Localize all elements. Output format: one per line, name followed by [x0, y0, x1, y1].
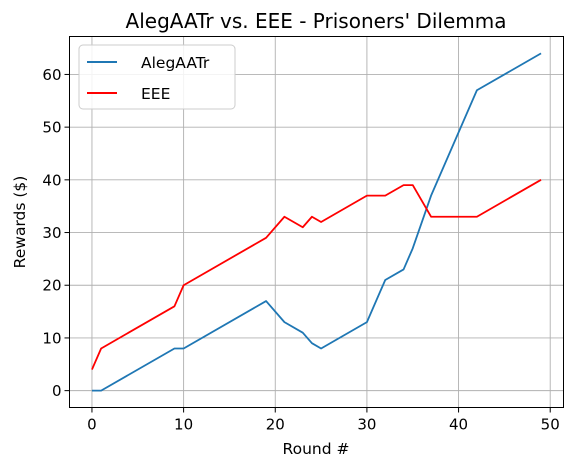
legend-label-alegaatr: AlegAATr	[141, 54, 210, 72]
x-tick-label: 50	[541, 416, 560, 434]
legend-label-eee: EEE	[141, 85, 170, 103]
y-tick-label: 0	[52, 382, 62, 400]
y-tick-label: 20	[42, 277, 61, 295]
x-tick-label: 40	[449, 416, 468, 434]
y-tick-label: 30	[42, 224, 61, 242]
y-tick-label: 50	[42, 119, 61, 137]
y-tick-label: 40	[42, 171, 61, 189]
legend: AlegAATr EEE	[79, 45, 235, 109]
x-tick-label: 20	[266, 416, 285, 434]
y-axis-label: Rewards ($)	[11, 176, 29, 269]
y-tick-label: 60	[42, 66, 61, 84]
x-tick-label: 0	[87, 416, 97, 434]
x-tick-label: 10	[174, 416, 193, 434]
chart-title: AlegAATr vs. EEE - Prisoners' Dilemma	[126, 9, 507, 33]
y-tick-label: 10	[42, 329, 61, 347]
x-axis-label: Round #	[283, 440, 350, 458]
x-tick-label: 30	[357, 416, 376, 434]
